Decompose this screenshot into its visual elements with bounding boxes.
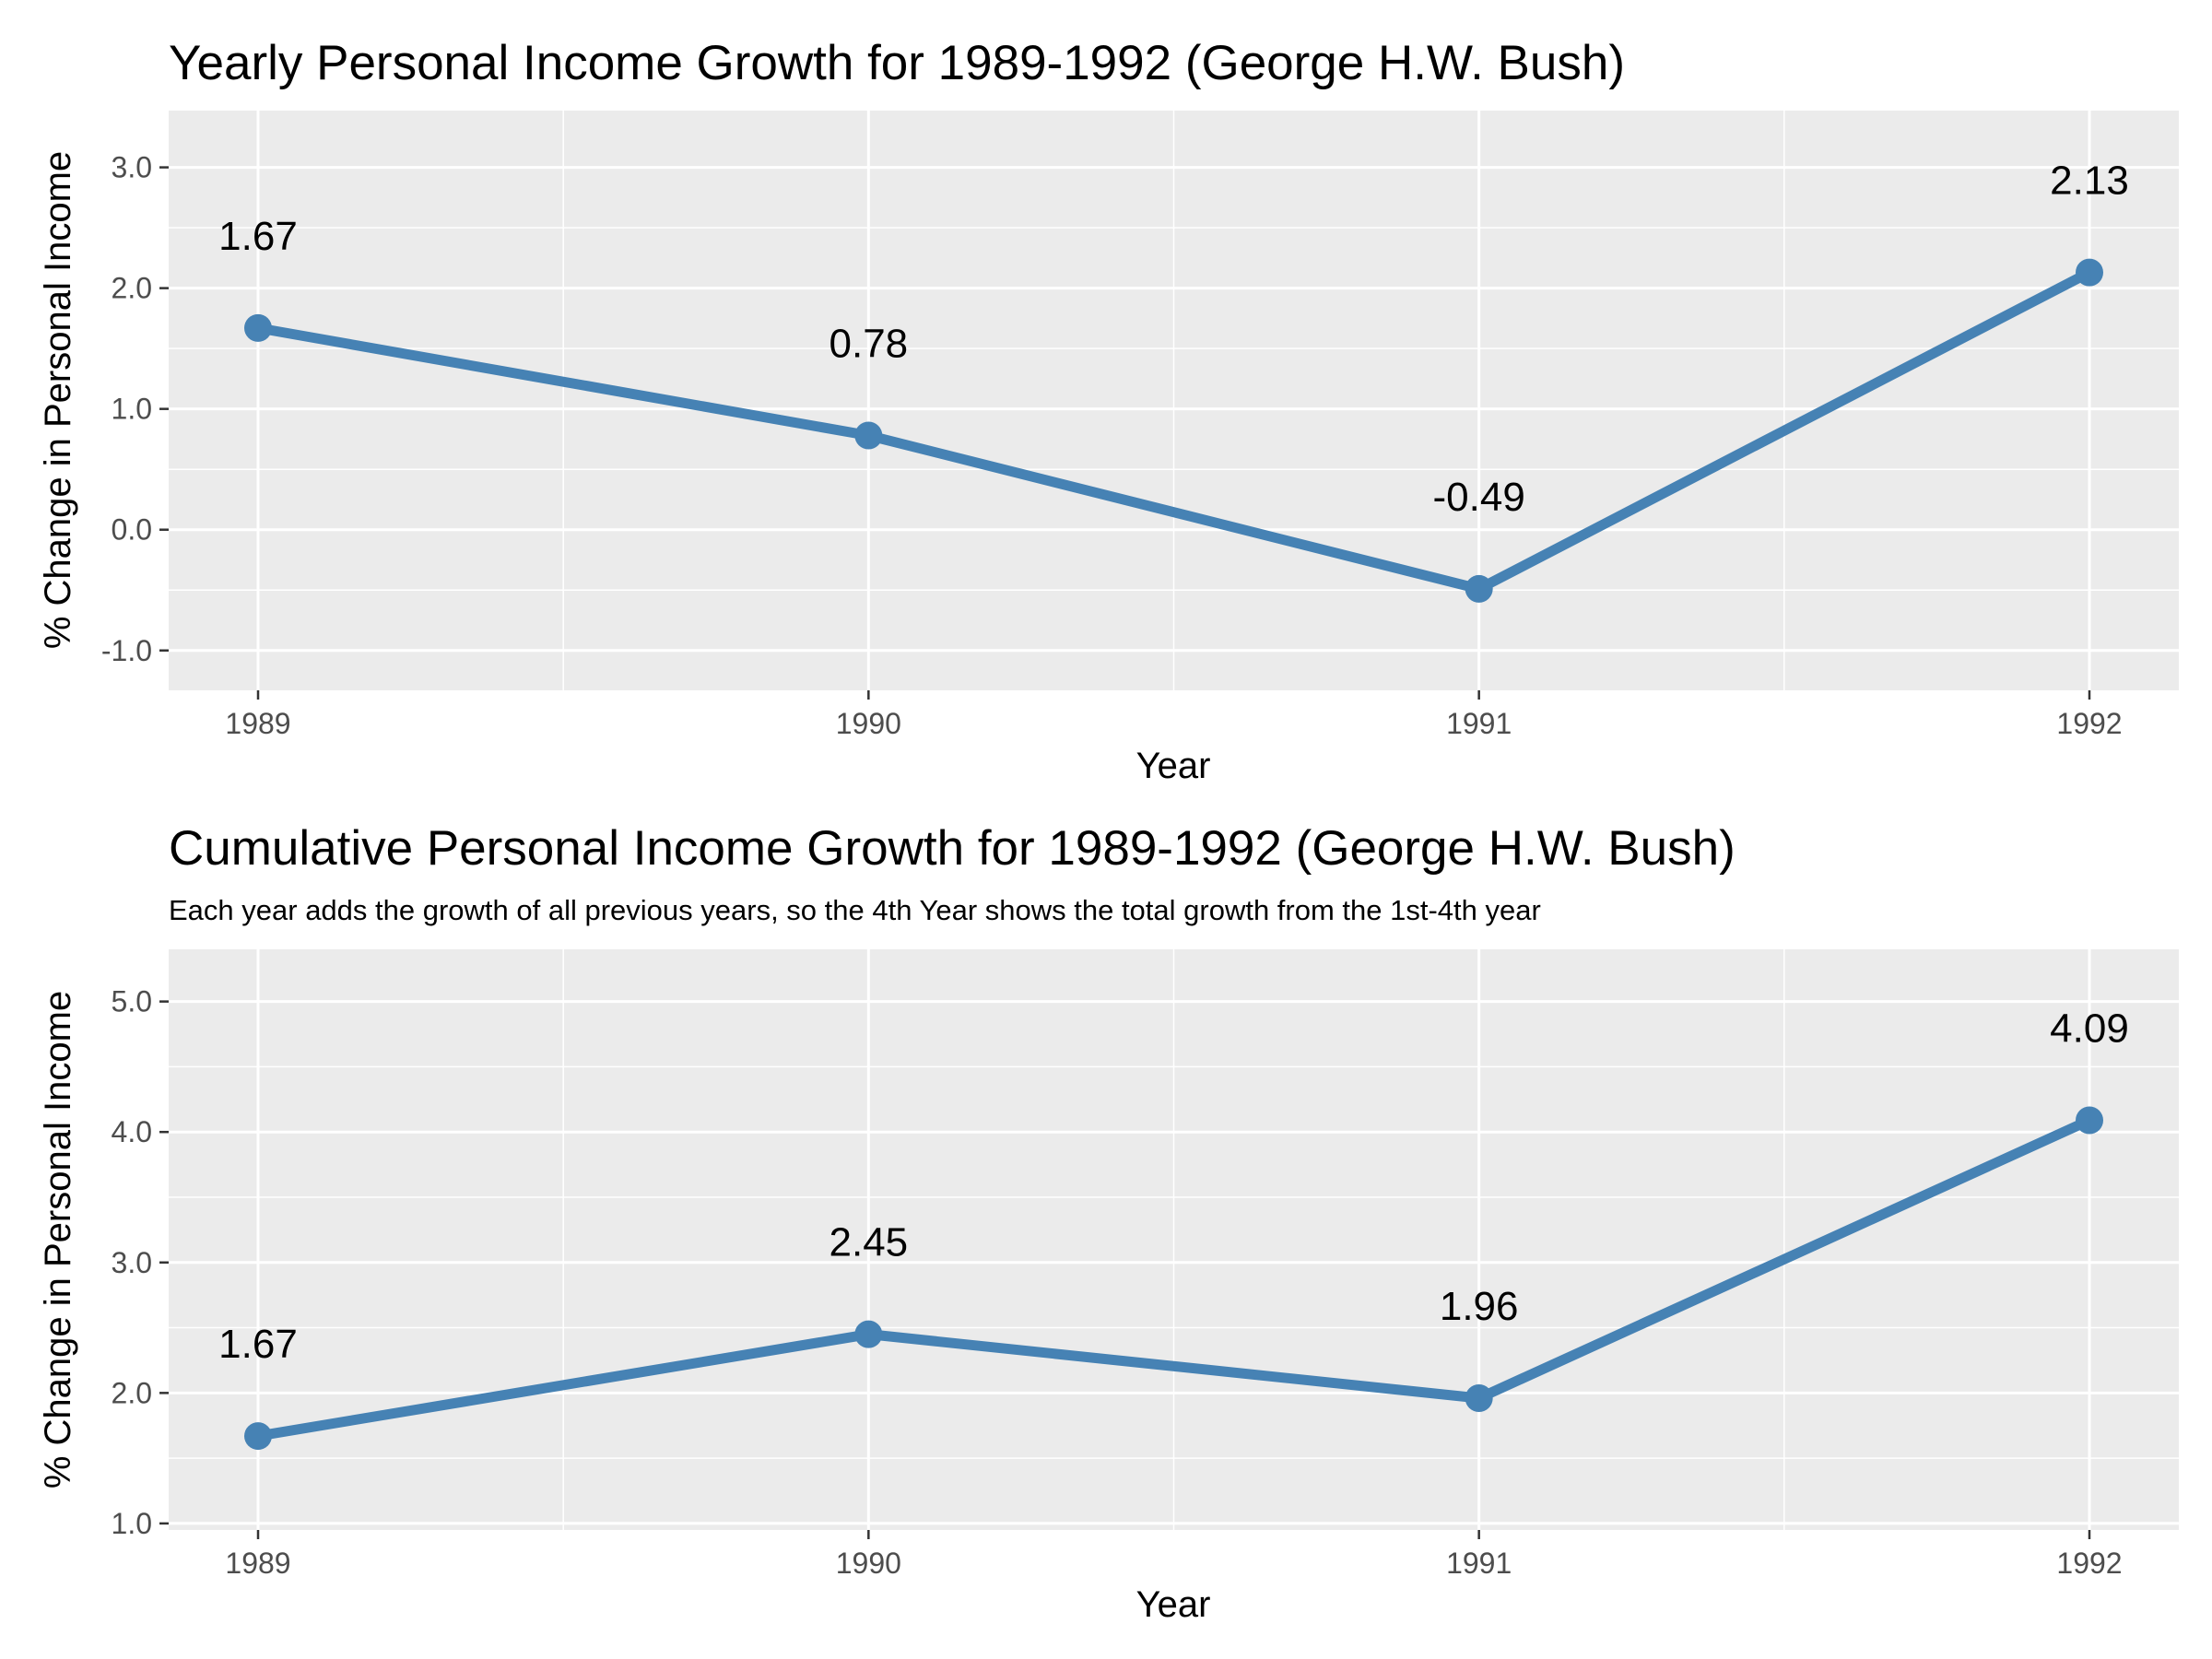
data-point (244, 1422, 272, 1451)
x-tick-label: 1991 (1446, 1547, 1512, 1580)
y-tick-label: 3.0 (112, 151, 152, 184)
x-axis-ticks: 1989 1990 1991 1992 (225, 690, 2123, 740)
data-label: 0.78 (830, 322, 909, 367)
x-axis-title: Year (1136, 1584, 1211, 1625)
y-tick-label: 2.0 (112, 1376, 152, 1409)
data-point (2076, 1106, 2103, 1135)
y-tick-label: 4.0 (112, 1115, 152, 1148)
series-line (253, 1114, 2095, 1441)
data-point (1465, 574, 1493, 603)
x-axis-ticks: 1989 1990 1991 1992 (225, 1530, 2123, 1580)
series-line (253, 267, 2095, 594)
data-point (854, 1320, 883, 1348)
series-marks: 1.67 2.45 1.96 4.09 (218, 1006, 2129, 1451)
data-label: -0.49 (1433, 475, 1525, 520)
cumulative-growth-chart: Cumulative Personal Income Growth for 19… (38, 821, 2179, 1625)
data-point (1465, 1384, 1493, 1413)
chart-title: Yearly Personal Income Growth for 1989-1… (169, 36, 1625, 90)
data-label: 2.45 (830, 1220, 909, 1265)
y-tick-label: 1.0 (112, 1507, 152, 1540)
x-tick-label: 1992 (2056, 707, 2122, 740)
y-tick-label: 5.0 (112, 985, 152, 1018)
x-tick-label: 1991 (1446, 707, 1512, 740)
yearly-growth-chart: Yearly Personal Income Growth for 1989-1… (38, 36, 2179, 786)
x-tick-label: 1990 (836, 707, 901, 740)
data-label: 2.13 (2050, 159, 2129, 204)
y-tick-label: 3.0 (112, 1246, 152, 1279)
data-point (244, 313, 272, 342)
y-axis-title: % Change in Personal Income (38, 991, 78, 1488)
y-axis-title: % Change in Personal Income (38, 151, 78, 649)
chart-subtitle: Each year adds the growth of all previou… (169, 894, 1541, 926)
y-axis-ticks: 1.0 2.0 3.0 4.0 5.0 (112, 985, 169, 1540)
x-tick-label: 1992 (2056, 1547, 2122, 1580)
data-label: 1.67 (218, 1322, 298, 1367)
data-point (2076, 258, 2103, 287)
data-label: 1.67 (218, 214, 298, 259)
x-tick-label: 1990 (836, 1547, 901, 1580)
y-tick-label: 2.0 (112, 272, 152, 305)
y-axis-ticks: -1.0 0.0 1.0 2.0 3.0 (101, 151, 169, 667)
data-label: 1.96 (1440, 1284, 1519, 1329)
series-marks: 1.67 0.78 -0.49 2.13 (218, 159, 2129, 603)
data-point (854, 421, 883, 450)
data-label: 4.09 (2050, 1006, 2129, 1051)
y-tick-label: 0.0 (112, 513, 152, 547)
x-tick-label: 1989 (225, 707, 290, 740)
x-axis-title: Year (1136, 746, 1211, 786)
gridlines (169, 949, 2179, 1530)
chart-title: Cumulative Personal Income Growth for 19… (169, 821, 1735, 876)
y-tick-label: 1.0 (112, 393, 152, 426)
gridlines (169, 111, 2179, 690)
y-tick-label: -1.0 (101, 634, 152, 667)
x-tick-label: 1989 (225, 1547, 290, 1580)
